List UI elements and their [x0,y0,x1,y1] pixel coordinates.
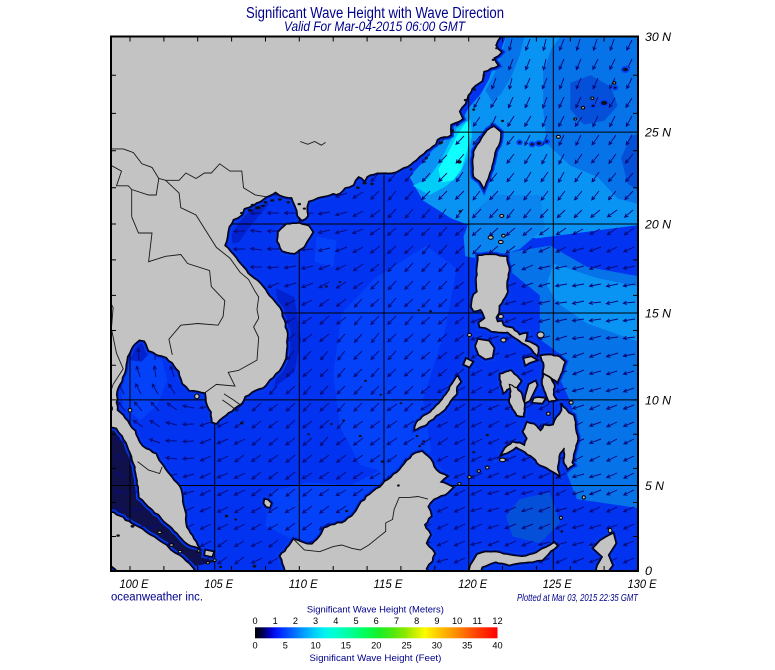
svg-text:15: 15 [341,641,351,651]
svg-text:12: 12 [492,616,502,626]
svg-text:Significant Wave Height (Meter: Significant Wave Height (Meters) [307,604,444,615]
svg-text:20 N: 20 N [644,217,671,231]
svg-text:0: 0 [252,616,257,626]
svg-text:oceanweather inc.: oceanweather inc. [111,592,203,604]
svg-text:0: 0 [252,641,257,651]
svg-text:130 E: 130 E [628,577,658,591]
svg-text:3: 3 [313,616,318,626]
svg-text:10 N: 10 N [645,393,671,407]
svg-text:8: 8 [414,616,419,626]
svg-text:1: 1 [273,616,278,626]
svg-text:6: 6 [374,616,379,626]
svg-text:30: 30 [432,641,442,651]
svg-text:110 E: 110 E [289,577,319,591]
svg-text:115 E: 115 E [374,577,404,591]
svg-text:25: 25 [401,641,411,651]
svg-text:105 E: 105 E [204,577,234,591]
svg-text:0: 0 [645,564,652,578]
svg-text:125 E: 125 E [543,577,573,591]
svg-text:5: 5 [283,641,288,651]
svg-text:7: 7 [394,616,399,626]
svg-text:40: 40 [492,641,502,651]
svg-text:Significant Wave Height (Feet): Significant Wave Height (Feet) [309,652,441,663]
svg-text:100 E: 100 E [120,577,150,591]
svg-text:15 N: 15 N [645,306,671,320]
svg-text:Significant Wave Height with W: Significant Wave Height with Wave Direct… [246,5,504,22]
svg-text:10: 10 [452,616,462,626]
svg-text:120 E: 120 E [458,577,488,591]
svg-text:2: 2 [293,616,298,626]
svg-text:30 N: 30 N [645,30,671,44]
svg-text:9: 9 [434,616,439,626]
svg-text:5: 5 [353,616,358,626]
svg-text:4: 4 [333,616,338,626]
svg-text:20: 20 [371,641,381,651]
svg-text:35: 35 [462,641,472,651]
svg-text:10: 10 [310,641,320,651]
svg-text:Plotted at Mar 03, 2015 22:35: Plotted at Mar 03, 2015 22:35 GMT [517,593,639,604]
svg-text:25 N: 25 N [644,126,671,140]
svg-text:5 N: 5 N [645,479,664,493]
svg-text:11: 11 [473,616,483,626]
svg-text:Valid For Mar-04-2015 06:00 GM: Valid For Mar-04-2015 06:00 GMT [284,19,466,34]
